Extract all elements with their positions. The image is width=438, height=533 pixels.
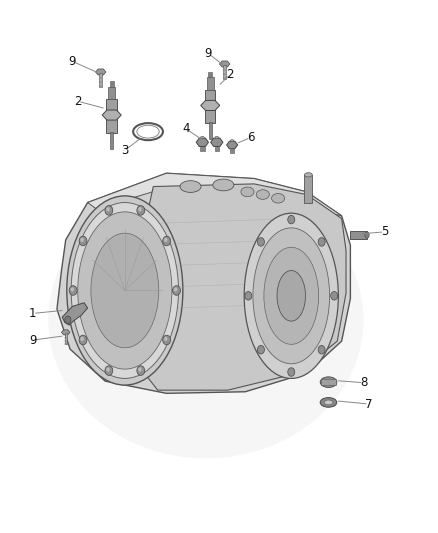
Circle shape (258, 345, 265, 354)
Bar (108, 86, 115, 99)
Bar (215, 147, 219, 151)
Circle shape (138, 367, 141, 372)
Text: 2: 2 (226, 68, 234, 81)
Circle shape (106, 367, 110, 372)
Bar (110, 132, 113, 149)
Polygon shape (196, 138, 208, 147)
Circle shape (105, 206, 113, 215)
Ellipse shape (244, 213, 338, 378)
Circle shape (138, 207, 141, 212)
Bar (200, 147, 205, 151)
Circle shape (164, 337, 167, 341)
Polygon shape (102, 110, 121, 120)
Circle shape (162, 335, 170, 345)
Circle shape (137, 366, 145, 375)
Polygon shape (219, 61, 230, 67)
Text: 7: 7 (365, 398, 373, 410)
Circle shape (288, 368, 295, 376)
Circle shape (245, 292, 252, 300)
Ellipse shape (215, 136, 219, 139)
Bar (230, 149, 234, 153)
Ellipse shape (180, 181, 201, 192)
Bar (350, 231, 367, 239)
Circle shape (331, 292, 338, 300)
Circle shape (105, 366, 113, 375)
Ellipse shape (277, 271, 306, 321)
Ellipse shape (320, 398, 337, 407)
Circle shape (174, 287, 177, 292)
Ellipse shape (365, 232, 369, 238)
Circle shape (81, 337, 84, 341)
Circle shape (79, 236, 87, 246)
Polygon shape (62, 303, 88, 325)
Circle shape (65, 316, 71, 324)
Circle shape (288, 215, 295, 224)
Text: 3: 3 (121, 144, 128, 157)
Circle shape (106, 207, 110, 212)
Ellipse shape (91, 233, 159, 348)
Ellipse shape (324, 400, 333, 405)
Bar (99, 72, 102, 87)
Text: 5: 5 (381, 225, 388, 238)
Ellipse shape (304, 173, 312, 177)
Circle shape (69, 286, 77, 295)
Circle shape (162, 236, 170, 246)
Ellipse shape (241, 187, 254, 197)
Text: 6: 6 (247, 131, 254, 144)
Circle shape (173, 286, 180, 295)
Text: 2: 2 (74, 95, 82, 108)
Circle shape (318, 345, 325, 354)
Bar (321, 379, 336, 385)
Ellipse shape (256, 190, 269, 199)
Ellipse shape (272, 193, 285, 203)
Polygon shape (226, 141, 238, 149)
Ellipse shape (78, 212, 172, 369)
Text: 1: 1 (29, 307, 37, 320)
Bar (207, 77, 214, 90)
Text: 4: 4 (182, 123, 190, 135)
Ellipse shape (48, 181, 364, 458)
Circle shape (81, 238, 84, 242)
Polygon shape (88, 173, 342, 216)
Polygon shape (57, 173, 350, 393)
Ellipse shape (201, 136, 204, 139)
Text: 9: 9 (68, 55, 76, 68)
Ellipse shape (253, 228, 330, 364)
Text: 9: 9 (204, 47, 212, 60)
Circle shape (164, 238, 167, 242)
Circle shape (137, 206, 145, 215)
Bar (304, 175, 312, 203)
Polygon shape (95, 69, 106, 75)
Polygon shape (211, 138, 223, 147)
Bar (209, 123, 212, 139)
Bar (208, 71, 212, 77)
Circle shape (318, 238, 325, 246)
Bar (205, 90, 215, 124)
Ellipse shape (320, 377, 337, 387)
Ellipse shape (213, 179, 234, 191)
Polygon shape (131, 184, 346, 390)
Text: 9: 9 (29, 334, 37, 346)
Circle shape (71, 287, 74, 292)
Text: 8: 8 (360, 376, 367, 389)
Bar (106, 99, 117, 133)
Circle shape (79, 335, 87, 345)
Polygon shape (201, 100, 220, 110)
Bar (64, 333, 67, 344)
Ellipse shape (230, 140, 234, 142)
Ellipse shape (71, 203, 178, 378)
Ellipse shape (264, 247, 319, 344)
Ellipse shape (67, 196, 183, 385)
Bar (110, 81, 114, 86)
Circle shape (258, 238, 265, 246)
Polygon shape (61, 330, 70, 335)
Bar (223, 64, 226, 79)
